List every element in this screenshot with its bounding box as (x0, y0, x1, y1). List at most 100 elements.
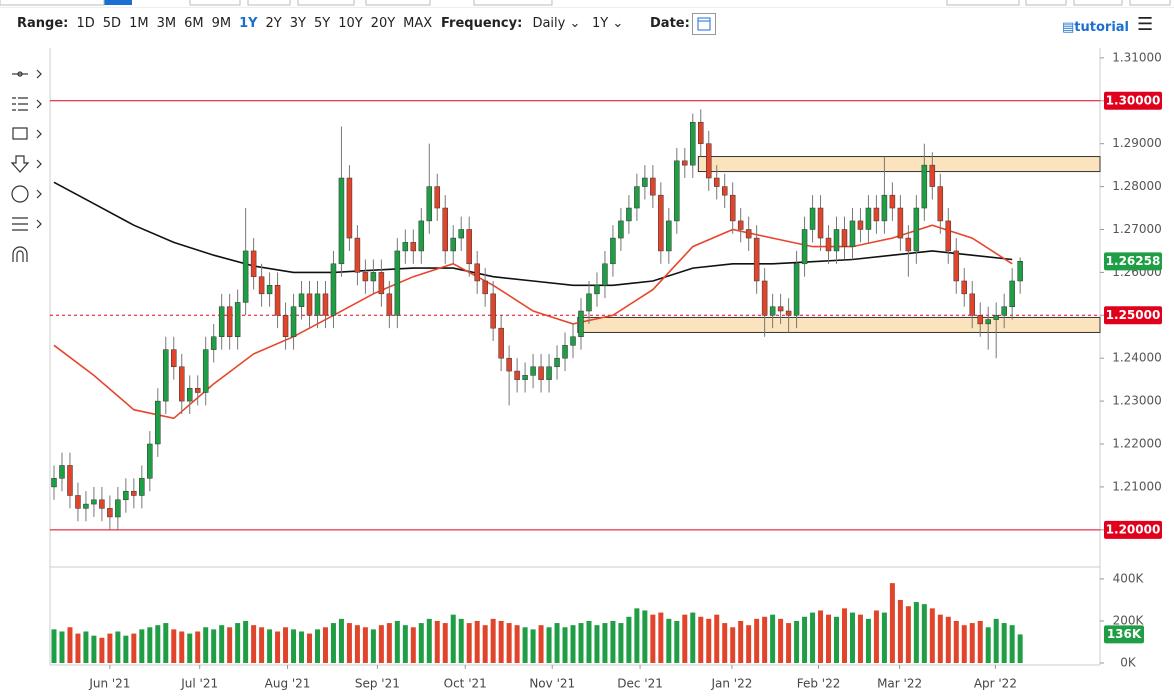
volume-bar (586, 620, 592, 664)
candle-body (83, 503, 89, 509)
volume-bar (418, 623, 424, 664)
candle-body (546, 366, 552, 380)
range-button[interactable]: 3Y (289, 16, 306, 31)
volume-bar (905, 606, 911, 664)
drawing-tools[interactable] (10, 69, 42, 262)
volume-bar (554, 623, 560, 664)
tutorial-link[interactable]: tutorial (1074, 20, 1130, 35)
volume-bar (338, 618, 344, 664)
volume-bar (682, 614, 688, 664)
volume-bar (506, 623, 512, 664)
range-button[interactable]: 20Y (370, 16, 396, 31)
range-button[interactable]: 3M (156, 16, 177, 31)
range-button[interactable]: 6M (184, 16, 204, 31)
candle-body (849, 220, 856, 247)
range-button[interactable]: 9M (211, 16, 232, 31)
volume-bar (219, 625, 225, 664)
candle-body (370, 272, 377, 282)
candle-body (402, 242, 409, 252)
top-edge (0, 0, 1174, 8)
candle-body (107, 508, 113, 518)
volume-bar (195, 631, 201, 664)
range-button[interactable]: 10Y (338, 16, 363, 31)
volume-bar (99, 637, 105, 664)
y-tick-label: 1.31000 (1112, 50, 1162, 64)
y-tick-label: 1.22000 (1112, 437, 1162, 451)
last-volume-label: 136K (1107, 627, 1142, 641)
volume-bar (538, 625, 544, 664)
volume-bar (299, 631, 305, 664)
range-button[interactable]: 1M (129, 16, 149, 31)
volume-bar (570, 625, 576, 664)
level-label-box (1104, 91, 1162, 110)
volume-bar (458, 618, 464, 664)
candle-body (889, 194, 896, 209)
volume-bar (179, 631, 185, 664)
candle-body (163, 349, 169, 402)
candle-body (634, 186, 640, 209)
volume-bar (889, 583, 895, 664)
volume-tick-label: 0K (1120, 656, 1137, 670)
candle-body (226, 306, 233, 337)
range-button[interactable]: MAX (403, 16, 433, 31)
volume-bar (163, 623, 169, 664)
period[interactable]: 1Y ⌄ (592, 16, 624, 31)
volume-bar (402, 625, 408, 664)
tutorial[interactable]: ▤tutorial (1062, 20, 1130, 35)
volume-bar (594, 625, 600, 664)
candle-body (202, 349, 209, 393)
volume-bar (818, 610, 824, 664)
volume-bar (426, 618, 432, 664)
candle-body (642, 177, 648, 187)
menu-button[interactable]: ☰ (1137, 14, 1154, 35)
candle-body (482, 280, 488, 295)
candle-body (139, 478, 145, 496)
frequency-value[interactable]: Daily (532, 16, 566, 31)
range-button[interactable]: 2Y (265, 16, 282, 31)
candle-body (825, 237, 832, 252)
x-tick-label: Jan '22 (710, 677, 752, 691)
volume-bar (259, 627, 265, 664)
level-label: 1.30000 (1106, 93, 1161, 107)
candle-body (354, 237, 361, 273)
date-picker[interactable] (692, 13, 716, 35)
candle-body (466, 229, 472, 265)
candle-body (394, 250, 401, 316)
range-button[interactable]: 5D (102, 16, 122, 31)
candle-body (115, 499, 121, 518)
volume-bar (698, 616, 704, 664)
range-button[interactable]: 5Y (313, 16, 331, 31)
period-value[interactable]: 1Y (592, 16, 609, 31)
volume-bar (307, 633, 313, 664)
volume-bar (985, 627, 991, 664)
y-tick-label: 1.23000 (1112, 394, 1162, 408)
candle-body (123, 490, 129, 501)
candle-body (865, 207, 872, 230)
y-tick-label: 1.29000 (1112, 136, 1162, 150)
volume-bar (235, 623, 241, 664)
volume-bar (969, 623, 975, 664)
volume-bar (203, 627, 209, 664)
frequency[interactable]: Frequency: Daily ⌄ (441, 16, 581, 31)
volume-tick-label: 400K (1113, 571, 1145, 585)
volume-bar (841, 608, 847, 664)
volume-bar (147, 627, 153, 664)
candle-body (857, 220, 864, 230)
range-button[interactable]: 1Y (239, 16, 258, 31)
candle-body (737, 220, 744, 230)
x-tick-label: Aug '21 (265, 677, 311, 691)
volume-bar (881, 612, 887, 664)
volume-bar (658, 612, 664, 664)
x-tick-label: Sep '21 (355, 677, 400, 691)
level-label: 1.20000 (1106, 522, 1161, 536)
range-button[interactable]: 1D (76, 16, 95, 31)
candle-body (674, 160, 680, 222)
volume-bar (546, 627, 552, 664)
volume-bar (714, 614, 720, 664)
volume-bar (243, 620, 249, 664)
candle-body (658, 194, 664, 252)
volume-bar (1009, 625, 1015, 664)
candle-body (618, 220, 624, 239)
candle-body (570, 336, 576, 346)
candle-body (67, 465, 73, 496)
